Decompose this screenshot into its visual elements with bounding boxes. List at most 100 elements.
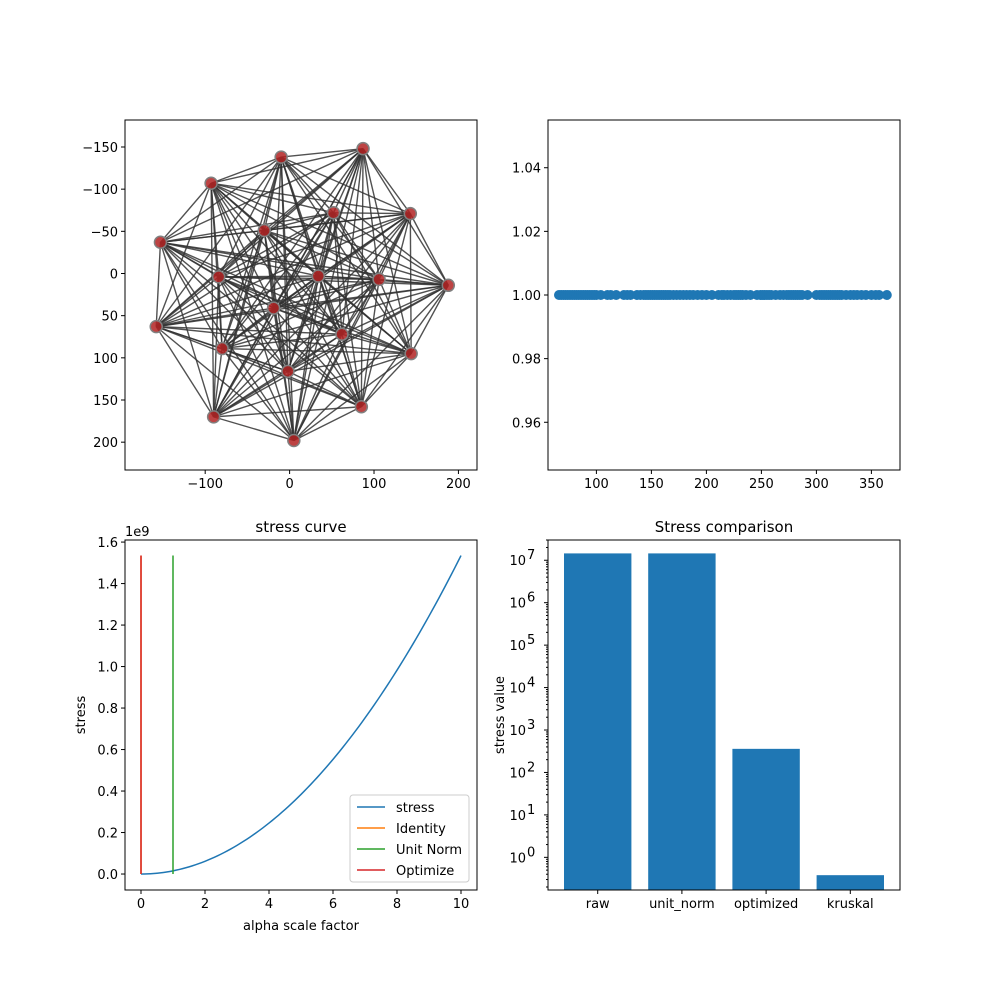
network-ytick-label: −150 [82, 141, 118, 156]
network-edge [160, 241, 319, 277]
stress-curve-ticks: 0 2 4 6 8 10 0.0 0.2 0.4 0.6 0.8 1.0 1.2 1.4 1.6 [97, 536, 469, 912]
network-edge [273, 278, 380, 309]
network-node [204, 176, 218, 191]
network-edge [221, 333, 343, 350]
network-node [287, 433, 301, 448]
network-nodes [149, 141, 456, 448]
network-edge [213, 275, 319, 418]
network-edge [218, 229, 265, 278]
network-edge [212, 348, 223, 417]
stress-xtick-label: 8 [393, 897, 401, 912]
network-edge [218, 276, 449, 287]
stress-comparison-title: Stress comparison [655, 518, 793, 536]
network-edge [160, 241, 412, 355]
network-edge [360, 213, 411, 407]
log-ytick-exponent: 3 [527, 718, 535, 733]
stress-xtick-label: 10 [453, 897, 470, 912]
network-node [281, 364, 295, 379]
log-ytick-exponent: 5 [527, 633, 535, 648]
network-node [274, 150, 288, 164]
network-edge [159, 241, 295, 441]
scatter-point [611, 290, 622, 300]
stress-ytick-label: 1.4 [97, 578, 118, 593]
network-node [403, 206, 418, 221]
network-edge [156, 325, 412, 355]
network-node [266, 301, 281, 315]
network-ytick-label: −50 [91, 225, 118, 240]
network-edge [221, 347, 289, 372]
network-ytick-label: 150 [93, 394, 118, 409]
scatter-ytick-label: 0.96 [512, 416, 541, 431]
log-ytick-label: 10 [509, 809, 526, 824]
network-edge [156, 284, 449, 328]
network-node [215, 341, 229, 356]
scatter-plot-frame [547, 119, 901, 471]
network-edge [160, 241, 362, 408]
network-node [211, 270, 226, 284]
network-edge [332, 212, 343, 335]
network-edge [218, 276, 274, 309]
network-edge [155, 229, 265, 328]
network-xtick-label: 200 [446, 477, 471, 492]
log-ytick-label: 10 [509, 639, 526, 654]
network-edge [156, 325, 342, 335]
network-edge [213, 278, 380, 418]
stress-curve-legend: stress Identity Unit Norm Optimize [349, 794, 470, 883]
network-edge [210, 182, 362, 408]
network-node [356, 141, 370, 156]
network-edge [272, 157, 282, 309]
log-ytick-exponent: 1 [527, 803, 535, 818]
network-edge [378, 279, 412, 354]
network-edge [287, 370, 362, 408]
network-edge [213, 352, 412, 418]
scatter-xtick-label: 200 [694, 477, 719, 492]
network-edge [293, 279, 380, 441]
network-edge [287, 275, 319, 372]
network-edge [221, 347, 362, 408]
network-edge [218, 212, 334, 278]
network-edge [333, 212, 411, 215]
log-ytick-exponent: 0 [527, 845, 535, 860]
network-node [311, 269, 326, 283]
network-edge [360, 284, 449, 408]
network-edge [293, 284, 449, 441]
scatter-plot: 100 150 200 250 300 350 0.96 0.98 1.00 1.02 1.04 [512, 119, 901, 492]
network-node [149, 319, 163, 334]
network-edge [155, 148, 364, 328]
network-edge [210, 156, 282, 184]
network-edge [213, 406, 362, 418]
network-edge [362, 148, 412, 354]
network-node [326, 206, 341, 220]
network-edge [155, 212, 334, 328]
network-ticks: −100 0 100 200 −150 −100 −50 0 50 100 150 200 [82, 141, 471, 492]
log-ytick-label: 10 [509, 682, 526, 697]
network-node [335, 327, 349, 341]
network-node [372, 272, 386, 287]
network-node [206, 410, 221, 424]
network-edge [273, 307, 362, 408]
log-ytick-label: 10 [509, 597, 526, 612]
network-edge [264, 229, 449, 286]
bar-kruskal [816, 875, 884, 890]
stress-xtick-label: 2 [201, 897, 209, 912]
network-ytick-label: 200 [93, 436, 118, 451]
network-node [257, 223, 272, 238]
stress-ytick-label: 0.2 [97, 827, 118, 842]
bar-raw [564, 553, 632, 890]
network-edge [281, 147, 364, 158]
bar-xtick-label: raw [586, 897, 610, 912]
scatter-points [554, 290, 892, 300]
network-edge [221, 348, 295, 441]
network-plot: −100 0 100 200 −150 −100 −50 0 50 100 150 200 [82, 119, 478, 492]
log-ytick-label: 10 [509, 851, 526, 866]
network-edge [264, 212, 334, 232]
log-ytick-exponent: 6 [527, 591, 535, 606]
log-ytick-label: 10 [509, 724, 526, 739]
log-ytick-label: 10 [509, 766, 526, 781]
scatter-ticks: 100 150 200 250 300 350 0.96 0.98 1.00 1.02 1.04 [512, 162, 884, 492]
network-edge [341, 279, 380, 335]
scatter-point [874, 290, 885, 300]
legend-label: Unit Norm [396, 843, 462, 858]
network-edge [155, 325, 362, 408]
